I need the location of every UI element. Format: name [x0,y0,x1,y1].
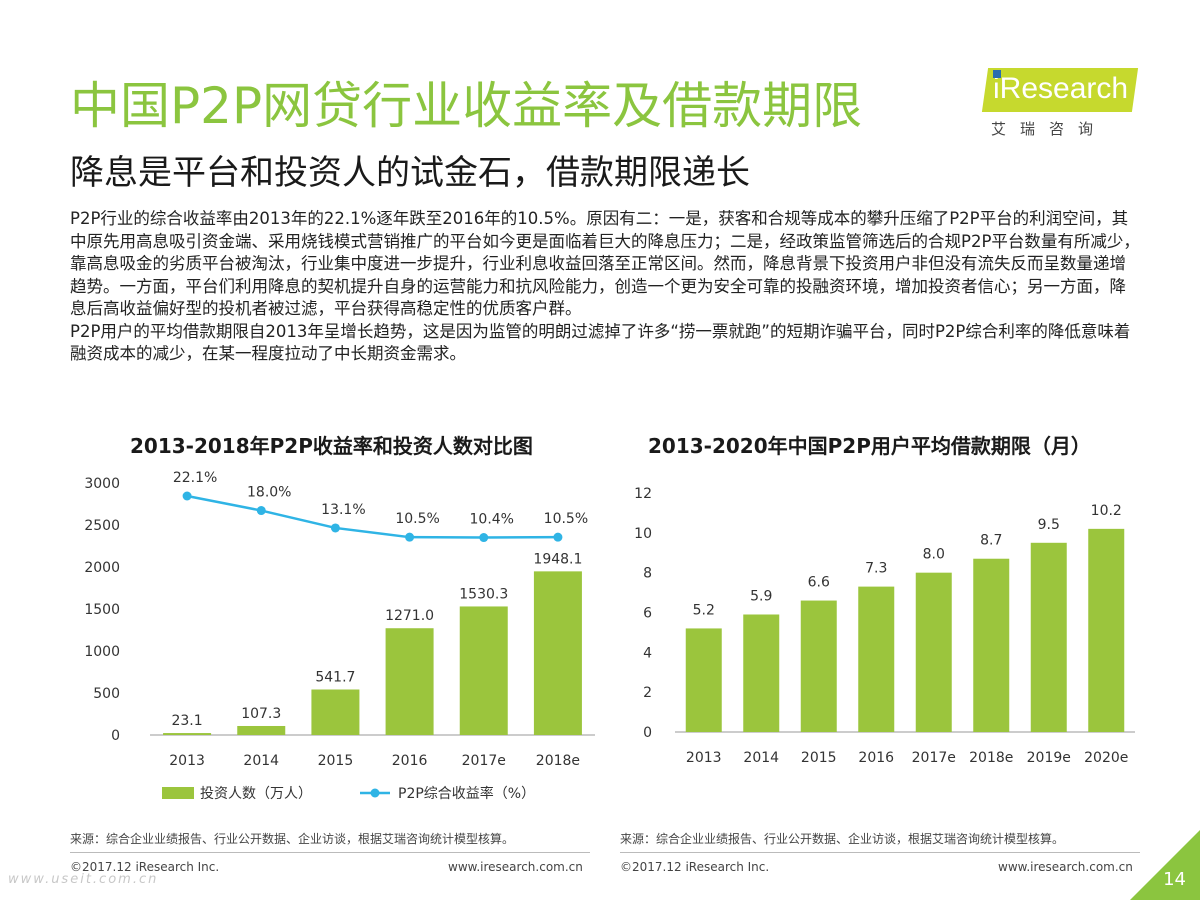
y-tick-label: 500 [93,686,120,702]
bar-value-label: 6.6 [808,575,830,591]
y-tick-label: 2500 [84,518,120,534]
y-tick-label: 2 [643,685,652,701]
bar [915,572,952,732]
legend-line-label: P2P综合收益率（%） [398,785,535,802]
bar-value-label: 1530.3 [459,586,508,602]
investor-yield-chart: 3000 2500 2000 1500 1000 500 0 23.1 2013 107.3 201… [84,470,595,802]
bar [973,558,1010,732]
y-tick-label: 8 [643,566,652,582]
yield-value-label: 22.1% [173,470,217,486]
bar-value-label: 23.1 [171,713,202,729]
iresearch-logo: iResearch 艾瑞咨询 [981,64,1145,144]
x-tick-label: 2017e [912,750,956,766]
bar-value-label: 10.2 [1091,503,1122,519]
body-paragraph-1: P2P行业的综合收益率由2013年的22.1%逐年跌至2016年的10.5%。原… [70,209,1140,318]
bar [685,628,722,732]
yield-value-label: 18.0% [247,485,291,501]
legend-bar-swatch [162,787,194,799]
bar-value-label: 8.0 [923,547,945,563]
yield-value-label: 13.1% [321,502,365,518]
yield-point [330,523,340,533]
y-tick-label: 1000 [84,644,120,660]
footer-divider-right [620,852,1140,853]
x-tick-label: 2018e [969,750,1013,766]
watermark: www.useit.com.cn [8,872,159,887]
x-tick-label: 2019e [1027,750,1071,766]
y-tick-label: 2000 [84,560,120,576]
chart1-source: 来源：综合企业业绩报告、行业公开数据、企业访谈，根据艾瑞咨询统计模型核算。 [70,832,515,846]
x-tick-label: 2014 [743,750,779,766]
bar [237,725,286,735]
loan-term-chart: 12 10 8 6 4 2 0 5.2 2013 5.9 2014 6.6 2015 7.3 2016 8.0… [634,486,1135,766]
bar [163,733,212,735]
copyright-left: ©2017.12 iResearch Inc. [70,860,220,874]
yield-value-label: 10.5% [395,511,439,527]
bar [385,628,434,735]
bar [800,600,837,732]
chart2-title: 2013-2020年中国P2P用户平均借款期限（月） [648,434,1091,458]
chart1-title: 2013-2018年P2P收益率和投资人数对比图 [130,434,533,458]
x-tick-label: 2014 [243,753,279,769]
bar [533,571,582,735]
bar [1088,528,1125,732]
bar-value-label: 541.7 [315,669,355,685]
y-tick-label: 10 [634,526,652,542]
website-right[interactable]: www.iresearch.com.cn [998,860,1133,874]
page-number: 14 [1163,869,1186,890]
body-paragraph-2: P2P用户的平均借款期限自2013年呈增长趋势，这是因为监管的明朗过滤掉了许多“… [70,321,1131,364]
bar-value-label: 107.3 [241,706,281,722]
y-tick-label: 1500 [84,602,120,618]
bar-value-label: 7.3 [865,561,887,577]
x-tick-label: 2016 [858,750,894,766]
y-tick-label: 6 [643,606,652,622]
logo-chinese-text: 艾瑞咨询 [991,120,1108,138]
bar-value-label: 5.2 [693,602,715,618]
bar-value-label: 5.9 [750,588,772,604]
x-tick-label: 2017e [462,753,506,769]
yield-point [182,491,192,501]
y-tick-label: 3000 [84,476,120,492]
bar-value-label: 1948.1 [533,551,582,567]
bar [311,689,360,735]
bar [459,606,508,735]
bar-value-label: 1271.0 [385,608,434,624]
yield-point [553,532,563,542]
yield-point [479,533,489,543]
body-text: P2P行业的综合收益率由2013年的22.1%逐年跌至2016年的10.5%。原… [70,208,1140,366]
y-tick-label: 0 [643,725,652,741]
legend-bar-label: 投资人数（万人） [200,786,312,802]
x-tick-label: 2015 [318,753,354,769]
y-tick-label: 12 [634,486,652,502]
footer-divider-left [70,852,590,853]
page-corner [1130,830,1200,900]
x-tick-label: 2013 [686,750,722,766]
chart2-source: 来源：综合企业业绩报告、行业公开数据、企业访谈，根据艾瑞咨询统计模型核算。 [620,832,1065,846]
bar [858,586,895,732]
logo-text: iResearch [993,72,1129,105]
legend-line-marker [370,788,380,798]
x-tick-label: 2013 [169,753,205,769]
yield-value-label: 10.4% [470,512,514,528]
bar-value-label: 8.7 [980,533,1002,549]
x-tick-label: 2020e [1084,750,1128,766]
yield-line [186,494,558,539]
y-tick-label: 4 [643,645,652,661]
y-tick-label: 0 [111,728,120,744]
yield-value-label: 10.5% [544,511,588,527]
bar [1030,542,1067,732]
x-tick-label: 2018e [536,753,580,769]
website-left[interactable]: www.iresearch.com.cn [448,860,583,874]
x-tick-label: 2016 [392,753,428,769]
yield-point [405,532,415,542]
logo-dot-icon [993,70,1001,78]
yield-point [256,506,266,516]
copyright-right: ©2017.12 iResearch Inc. [620,860,770,874]
bar [743,614,780,732]
page-title: 中国P2P网贷行业收益率及借款期限 [70,77,863,135]
page-subtitle: 降息是平台和投资人的试金石，借款期限递长 [70,153,750,193]
x-tick-label: 2015 [801,750,837,766]
bar-value-label: 9.5 [1038,517,1060,533]
